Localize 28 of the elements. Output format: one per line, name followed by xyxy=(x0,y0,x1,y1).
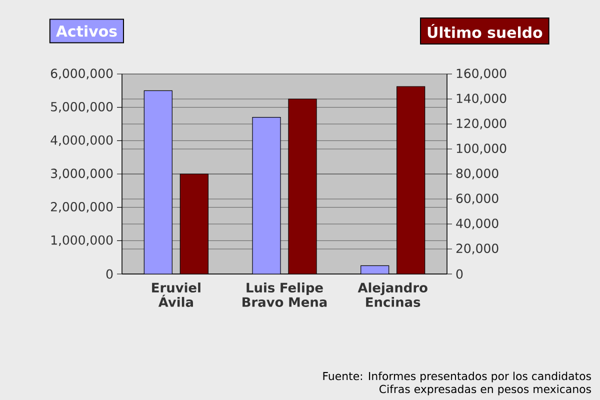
x-tick-label: Luis Felipe Bravo Mena xyxy=(242,282,327,307)
y-tick-label: 2,000,000 xyxy=(51,202,113,213)
text: Último sueldo xyxy=(428,24,542,38)
x-tick-label: Eruviel Ávila xyxy=(152,282,200,307)
bar xyxy=(288,98,317,274)
text: Cifras expresadas en pesos mexicanos xyxy=(380,384,591,396)
bar xyxy=(180,174,208,274)
y-tick-label: 4,000,000 xyxy=(50,135,113,146)
y-tick-label: 0 xyxy=(106,269,113,279)
y2-tick-label: 160,000 xyxy=(456,68,506,80)
y-tick-label: 6,000,000 xyxy=(50,68,113,80)
y2-tick-label: 40,000 xyxy=(456,218,498,230)
x-tick-label: Alejandro Encinas xyxy=(358,282,428,307)
y2-tick-label: 0 xyxy=(456,269,463,279)
y-tick-label: 5,000,000 xyxy=(51,102,113,113)
bar xyxy=(252,117,281,274)
y2-tick-label: 120,000 xyxy=(456,118,506,130)
y2-tick-label: 140,000 xyxy=(456,94,506,104)
bar xyxy=(396,86,426,274)
bar xyxy=(144,90,172,274)
source-note: Fuente: Informes presentados por los candidatos xyxy=(323,372,591,382)
y-tick-label: 3,000,000 xyxy=(51,168,113,180)
y2-tick-label: 60,000 xyxy=(456,194,498,204)
y2-tick-label: 80,000 xyxy=(456,168,498,180)
text: Activos xyxy=(56,25,117,37)
y2-tick-label: 20,000 xyxy=(456,244,498,254)
y2-tick-label: 100,000 xyxy=(456,144,506,154)
y-tick-label: 1,000,000 xyxy=(51,235,113,246)
